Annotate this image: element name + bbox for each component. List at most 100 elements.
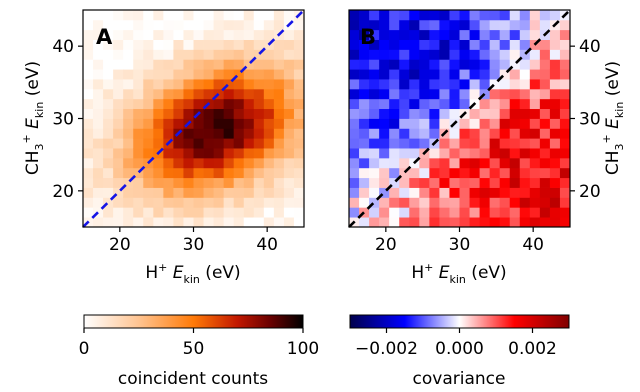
heatmap-cell <box>459 128 470 139</box>
heatmap-cell <box>163 128 174 139</box>
heatmap-cell <box>183 39 194 50</box>
heatmap-cell <box>489 49 501 60</box>
heatmap-cell <box>379 108 390 119</box>
heatmap-cell <box>449 177 460 188</box>
heatmap-cell <box>499 19 511 31</box>
heatmap-cell <box>253 177 265 188</box>
heatmap-cell <box>549 98 561 110</box>
heatmap-cell <box>293 128 305 139</box>
heatmap-cell <box>223 49 235 60</box>
heatmap-cell <box>489 177 501 188</box>
heatmap-cell <box>293 148 305 159</box>
heatmap-cell <box>153 98 164 110</box>
heatmap-cell <box>389 197 400 208</box>
heatmap-cell <box>559 98 571 110</box>
heatmap-cell <box>213 69 225 80</box>
heatmap-cell <box>559 148 571 159</box>
heatmap-cell <box>143 39 154 50</box>
heatmap-cell <box>93 157 104 169</box>
heatmap-cell <box>529 88 541 100</box>
heatmap-cell <box>233 98 245 110</box>
heatmap-cell <box>253 19 265 31</box>
heatmap-cell <box>233 157 245 169</box>
heatmap-cell <box>273 177 285 188</box>
colorbar-covariance-ticks: −0.002 0.000 0.002 <box>355 328 557 359</box>
heatmap-cell <box>233 108 245 119</box>
y-tick-label: 30 <box>52 110 74 130</box>
heatmap-cell <box>253 49 265 60</box>
heatmap-cell <box>399 217 410 228</box>
heatmap-cell <box>193 98 204 110</box>
heatmap-cell <box>253 118 265 129</box>
heatmap-cell <box>499 39 511 50</box>
heatmap-cell <box>349 39 360 50</box>
heatmap-cell <box>163 167 174 179</box>
heatmap-cell <box>429 177 440 188</box>
heatmap-cell <box>83 197 94 208</box>
heatmap-cell <box>153 59 164 70</box>
heatmap-cell <box>123 39 134 50</box>
heatmap-cell <box>193 69 204 80</box>
heatmap-cell <box>539 148 551 159</box>
heatmap-cell <box>499 59 511 70</box>
heatmap-cell <box>489 118 501 129</box>
heatmap-cell <box>509 59 521 70</box>
heatmap-cell <box>539 19 551 31</box>
heatmap-cell <box>539 108 551 119</box>
heatmap-cell <box>223 10 235 21</box>
heatmap-cell <box>559 88 571 100</box>
heatmap-cell <box>469 49 480 60</box>
heatmap-cell <box>83 128 94 139</box>
heatmap-cell <box>103 148 114 159</box>
heatmap-cell <box>83 177 94 188</box>
heatmap-cell <box>399 167 410 179</box>
heatmap-cell <box>359 128 370 139</box>
heatmap-cell <box>509 177 521 188</box>
heatmap-cell <box>263 118 275 129</box>
heatmap-cell <box>479 69 491 80</box>
heatmap-cell <box>429 187 440 198</box>
heatmap-cell <box>113 207 124 218</box>
heatmap-cell <box>203 10 214 21</box>
heatmap-cell <box>349 187 360 198</box>
heatmap-cell <box>479 98 491 110</box>
heatmap-cell <box>429 217 440 228</box>
heatmap-cell <box>459 118 470 129</box>
heatmap-cell <box>103 49 114 60</box>
heatmap-cell <box>143 98 154 110</box>
heatmap-cell <box>439 207 450 218</box>
heatmap-cell <box>113 118 124 129</box>
heatmap-cell <box>559 167 571 179</box>
heatmap-cell <box>143 19 154 31</box>
heatmap-cell <box>379 217 390 228</box>
heatmap-cell <box>213 108 225 119</box>
heatmap-cell <box>479 197 491 208</box>
heatmap-cell <box>83 148 94 159</box>
heatmap-cell <box>359 118 370 129</box>
heatmap-cell <box>429 108 440 119</box>
heatmap-cell <box>273 108 285 119</box>
heatmap-cell <box>359 69 370 80</box>
heatmap-cell <box>133 128 144 139</box>
heatmap-cell <box>469 19 480 31</box>
heatmap-cell <box>529 10 541 21</box>
heatmap-cell <box>359 98 370 110</box>
heatmap-cell <box>459 39 470 50</box>
heatmap-cell <box>539 118 551 129</box>
heatmap-cell <box>173 19 184 31</box>
heatmap-cell <box>253 98 265 110</box>
heatmap-cell <box>539 49 551 60</box>
x-tick-label: 40 <box>522 235 544 255</box>
heatmap-cell <box>539 157 551 169</box>
heatmap-cell <box>469 148 480 159</box>
heatmap-cell <box>429 167 440 179</box>
heatmap-cell <box>499 138 511 149</box>
heatmap-cell <box>213 88 225 100</box>
heatmap-cell <box>459 29 470 40</box>
heatmap-cell <box>203 187 214 198</box>
heatmap-cell <box>293 59 305 70</box>
heatmap-cell <box>419 217 430 228</box>
heatmap-cell <box>123 10 134 21</box>
heatmap-cell <box>559 29 571 40</box>
heatmap-cell <box>273 59 285 70</box>
